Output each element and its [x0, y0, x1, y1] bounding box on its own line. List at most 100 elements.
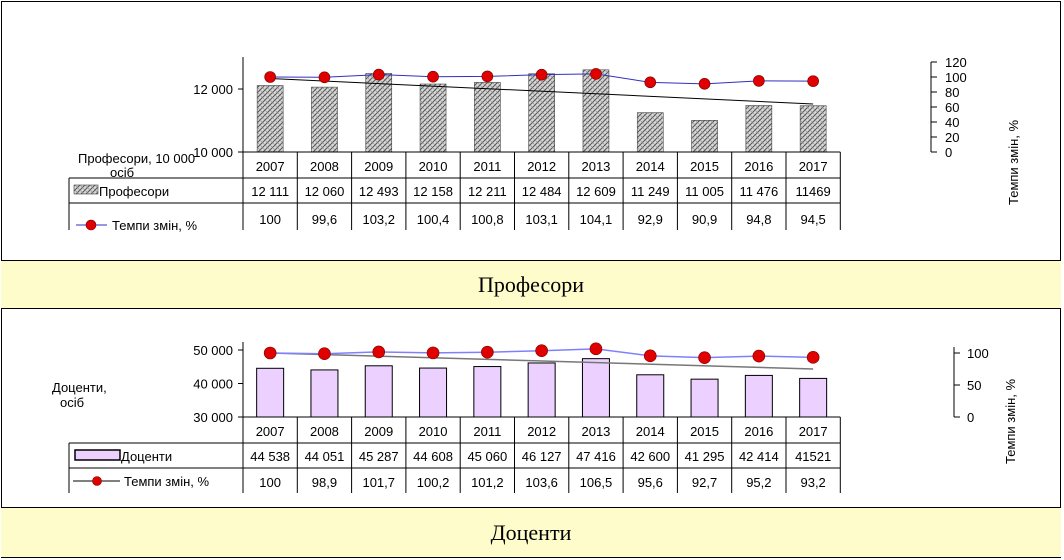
docents-bar	[256, 367, 285, 418]
professors-bar-value: 12 111	[251, 184, 289, 199]
professors-rate-marker	[264, 71, 276, 83]
professors-rate-marker	[481, 70, 494, 83]
professors-year-label: 2017	[799, 159, 828, 174]
docents-year-label: 2011	[473, 424, 501, 439]
professors-bar-value: 12 484	[522, 184, 562, 199]
docents-rate-value: 103,6	[525, 475, 558, 490]
docents-rate-marker	[752, 349, 766, 363]
docents-year-label: 2007	[256, 424, 285, 439]
professors-left-tick-label: 12 000	[193, 82, 233, 97]
professors-bar-value: 12 493	[359, 184, 399, 199]
docents-bar	[364, 365, 393, 418]
docents-rate-marker	[535, 344, 548, 357]
docents-chart: 50 000 40 000 30 000 100 50 0 2007 44 538 100 20…	[52, 342, 1018, 493]
professors-right-tick-label: 120	[945, 55, 967, 70]
docents-section-title: Доценти	[1, 507, 1061, 558]
docents-bar-value: 46 127	[522, 449, 562, 464]
professors-rate-marker	[590, 68, 602, 80]
docents-bar	[744, 374, 773, 418]
professors-rate-value: 100	[259, 212, 281, 227]
professors-bar-value: 11469	[796, 184, 831, 199]
docents-legend-line-label: Темпи змін, %	[124, 474, 209, 489]
docents-bar-value: 44 538	[250, 449, 290, 464]
docents-year-label: 2012	[527, 424, 556, 439]
docents-bar-value: 47 416	[576, 449, 616, 464]
professors-rate-value: 99,6	[312, 212, 337, 227]
professors-year-label: 2012	[527, 159, 556, 174]
professors-rate-value: 100,8	[471, 212, 504, 227]
docents-bar	[473, 366, 502, 418]
professors-year-label: 2015	[690, 159, 719, 174]
professors-rate-value: 94,5	[800, 212, 825, 227]
docents-bar	[690, 378, 719, 418]
professors-bar-value: 12 158	[413, 184, 453, 199]
professors-year-label: 2008	[310, 159, 339, 174]
professors-year-label: 2014	[636, 159, 665, 174]
professors-bar	[745, 105, 773, 153]
professors-right-axis-label: Темпи змін, %	[1006, 120, 1021, 205]
docents-rate-marker	[263, 346, 277, 360]
docents-rate-value: 100,2	[417, 475, 450, 490]
professors-trend-line	[270, 78, 814, 105]
docents-rate-value: 106,5	[580, 475, 613, 490]
docents-rate-value: 98,9	[312, 475, 337, 490]
professors-rate-marker	[753, 75, 765, 87]
professors-rate-marker	[807, 75, 819, 87]
docents-rate-value: 101,7	[362, 475, 395, 490]
professors-bar-value: 12 060	[305, 184, 345, 199]
docents-y-label-line2: осіб	[60, 395, 84, 410]
professors-bar	[691, 120, 718, 153]
docents-rate-marker	[643, 349, 657, 363]
professors-bar-value: 11 249	[631, 184, 670, 199]
professors-bar-value: 11 476	[739, 184, 778, 199]
professors-year-label: 2010	[419, 159, 448, 174]
professors-year-label: 2007	[256, 159, 285, 174]
professors-bar	[474, 82, 501, 153]
professors-rate-marker	[535, 68, 548, 81]
docents-bar	[799, 377, 828, 418]
professors-rate-value: 100,4	[417, 212, 450, 227]
professors-rate-value: 104,1	[580, 212, 613, 227]
docents-bar-value: 45 287	[359, 449, 399, 464]
docents-rate-marker	[806, 351, 820, 364]
professors-bar	[311, 86, 338, 153]
docents-bar-value: 45 060	[467, 449, 507, 464]
docents-y-label-line1: Доценти,	[52, 380, 107, 395]
docents-legend-line-marker	[92, 476, 102, 486]
professors-left-tick-label: 10 000	[193, 145, 233, 160]
docents-bar-value: 44 608	[413, 449, 453, 464]
docents-rate-marker	[426, 346, 440, 360]
professors-legend-line-marker	[85, 219, 97, 231]
docents-year-label: 2013	[581, 424, 610, 439]
professors-bar	[528, 73, 555, 153]
professors-legend-bar-label: Професори	[99, 184, 169, 199]
professors-right-tick-label: 0	[945, 145, 952, 160]
professors-bar	[419, 83, 447, 153]
professors-right-tick-label: 80	[945, 85, 959, 100]
professors-section-title: Професори	[1, 260, 1061, 309]
professors-year-label: 2011	[473, 159, 501, 174]
professors-year-label: 2009	[364, 159, 393, 174]
docents-trend-line	[270, 352, 814, 370]
professors-rate-marker	[372, 68, 385, 81]
professors-rate-marker	[427, 70, 439, 83]
docents-left-tick-label: 40 000	[193, 377, 233, 392]
docents-right-tick-label: 0	[967, 410, 974, 425]
professors-bar	[799, 105, 827, 153]
professors-bar	[636, 112, 664, 153]
docents-bar-value: 41521	[795, 449, 831, 464]
docents-legend-bar-swatch	[74, 449, 121, 461]
professors-bar-value: 11 005	[685, 184, 724, 199]
docents-bar	[419, 367, 448, 418]
docents-rate-value: 100	[259, 475, 281, 490]
docents-year-label: 2015	[690, 424, 719, 439]
docents-right-tick-label: 50	[967, 378, 981, 393]
docents-right-tick-label: 100	[967, 346, 989, 361]
professors-y-label-line2: осіб	[110, 165, 134, 180]
docents-year-label: 2008	[310, 424, 339, 439]
professors-rate-value: 94,8	[746, 212, 771, 227]
professors-right-tick-label: 40	[945, 115, 959, 130]
professors-legend-line-label: Темпи змін, %	[112, 218, 197, 233]
docents-bar	[581, 358, 610, 418]
